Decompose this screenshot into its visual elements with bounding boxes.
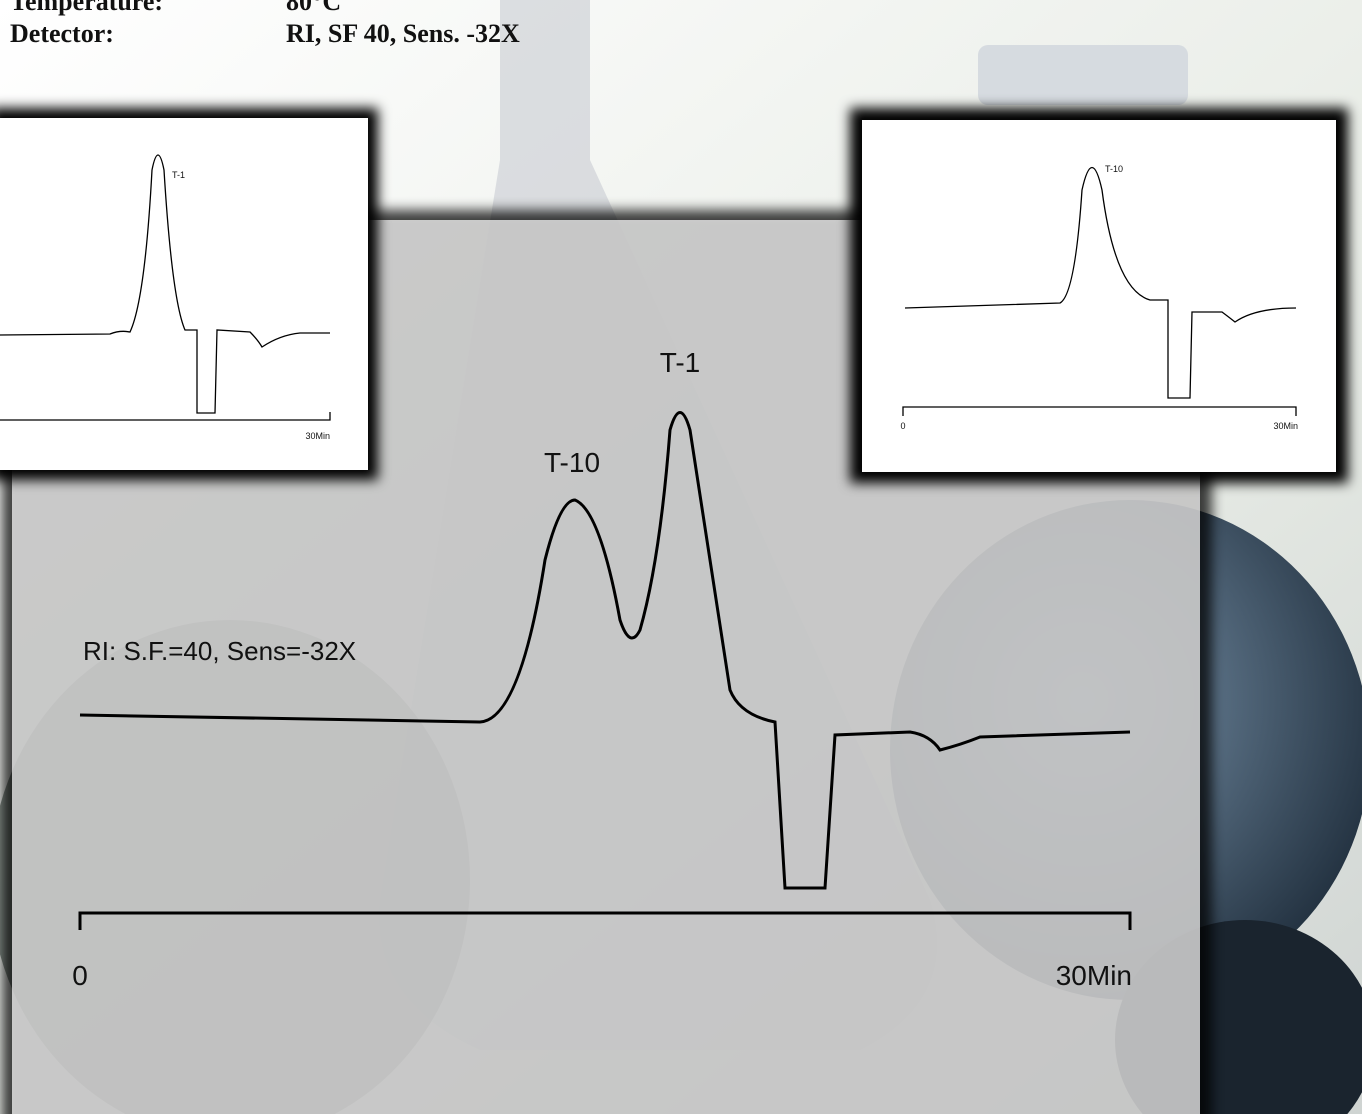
- chromatogram-trace: [0, 154, 330, 414]
- condition-label: RI: S.F.=40, Sens=-32X: [83, 636, 356, 666]
- peak-label: T-10: [1105, 164, 1123, 174]
- chromatogram-trace: [79, 411, 1131, 890]
- header-value: RI, SF 40, Sens. -32X: [286, 19, 520, 48]
- axis-label: 30Min: [305, 431, 330, 441]
- time-axis: [902, 406, 1297, 416]
- axis-label: 0: [900, 421, 905, 431]
- peak-label: T-1: [172, 170, 185, 180]
- peak-label: T-1: [660, 347, 700, 378]
- peak-label: T-10: [544, 447, 600, 478]
- header-label: Detector:: [10, 19, 114, 48]
- axis-label: 30Min: [1273, 421, 1298, 431]
- chromatogram-trace: [904, 167, 1297, 399]
- time-axis: [0, 412, 331, 421]
- time-axis: [78, 911, 1132, 930]
- axis-label: 30Min: [1056, 960, 1132, 991]
- left-inset: [0, 118, 368, 470]
- right-inset: [862, 120, 1336, 472]
- header-value: 80°C: [286, 0, 341, 16]
- flask-photo: [978, 45, 1188, 105]
- axis-label: 0: [72, 960, 88, 991]
- header-label: Temperature:: [10, 0, 163, 16]
